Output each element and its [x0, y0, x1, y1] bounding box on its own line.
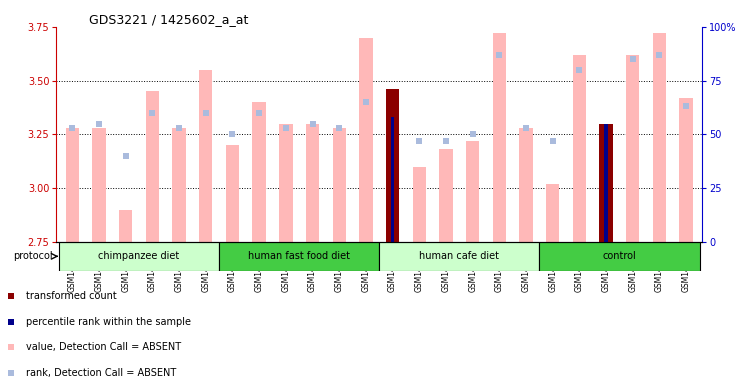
Bar — [386, 89, 400, 242]
Bar — [252, 102, 266, 242]
Text: protocol: protocol — [13, 251, 53, 262]
Text: transformed count: transformed count — [26, 291, 117, 301]
Bar — [173, 128, 185, 242]
Bar — [412, 167, 426, 242]
Bar — [379, 242, 539, 271]
Text: human fast food diet: human fast food diet — [248, 251, 350, 262]
Bar — [219, 242, 379, 271]
Text: chimpanzee diet: chimpanzee diet — [98, 251, 179, 262]
Bar — [199, 70, 213, 242]
Bar — [226, 145, 239, 242]
Bar — [546, 184, 559, 242]
Bar — [599, 124, 613, 242]
Text: control: control — [602, 251, 636, 262]
Bar — [653, 33, 666, 242]
Text: GDS3221 / 1425602_a_at: GDS3221 / 1425602_a_at — [89, 13, 248, 26]
Bar — [92, 128, 106, 242]
Bar — [65, 128, 79, 242]
Text: value, Detection Call = ABSENT: value, Detection Call = ABSENT — [26, 343, 181, 353]
Bar — [539, 242, 699, 271]
Bar — [520, 128, 532, 242]
Bar — [146, 91, 159, 242]
Bar — [626, 55, 639, 242]
Bar — [573, 55, 586, 242]
Bar — [466, 141, 479, 242]
Bar — [59, 242, 219, 271]
Text: percentile rank within the sample: percentile rank within the sample — [26, 317, 191, 327]
Bar — [680, 98, 693, 242]
Text: human cafe diet: human cafe diet — [419, 251, 499, 262]
Bar — [439, 149, 453, 242]
Text: rank, Detection Call = ABSENT: rank, Detection Call = ABSENT — [26, 368, 176, 378]
Bar — [306, 124, 319, 242]
Bar — [605, 124, 608, 242]
Bar — [279, 124, 293, 242]
Bar — [493, 33, 506, 242]
Bar — [119, 210, 132, 242]
Bar — [333, 128, 346, 242]
Bar — [359, 38, 372, 242]
Bar — [391, 117, 394, 242]
